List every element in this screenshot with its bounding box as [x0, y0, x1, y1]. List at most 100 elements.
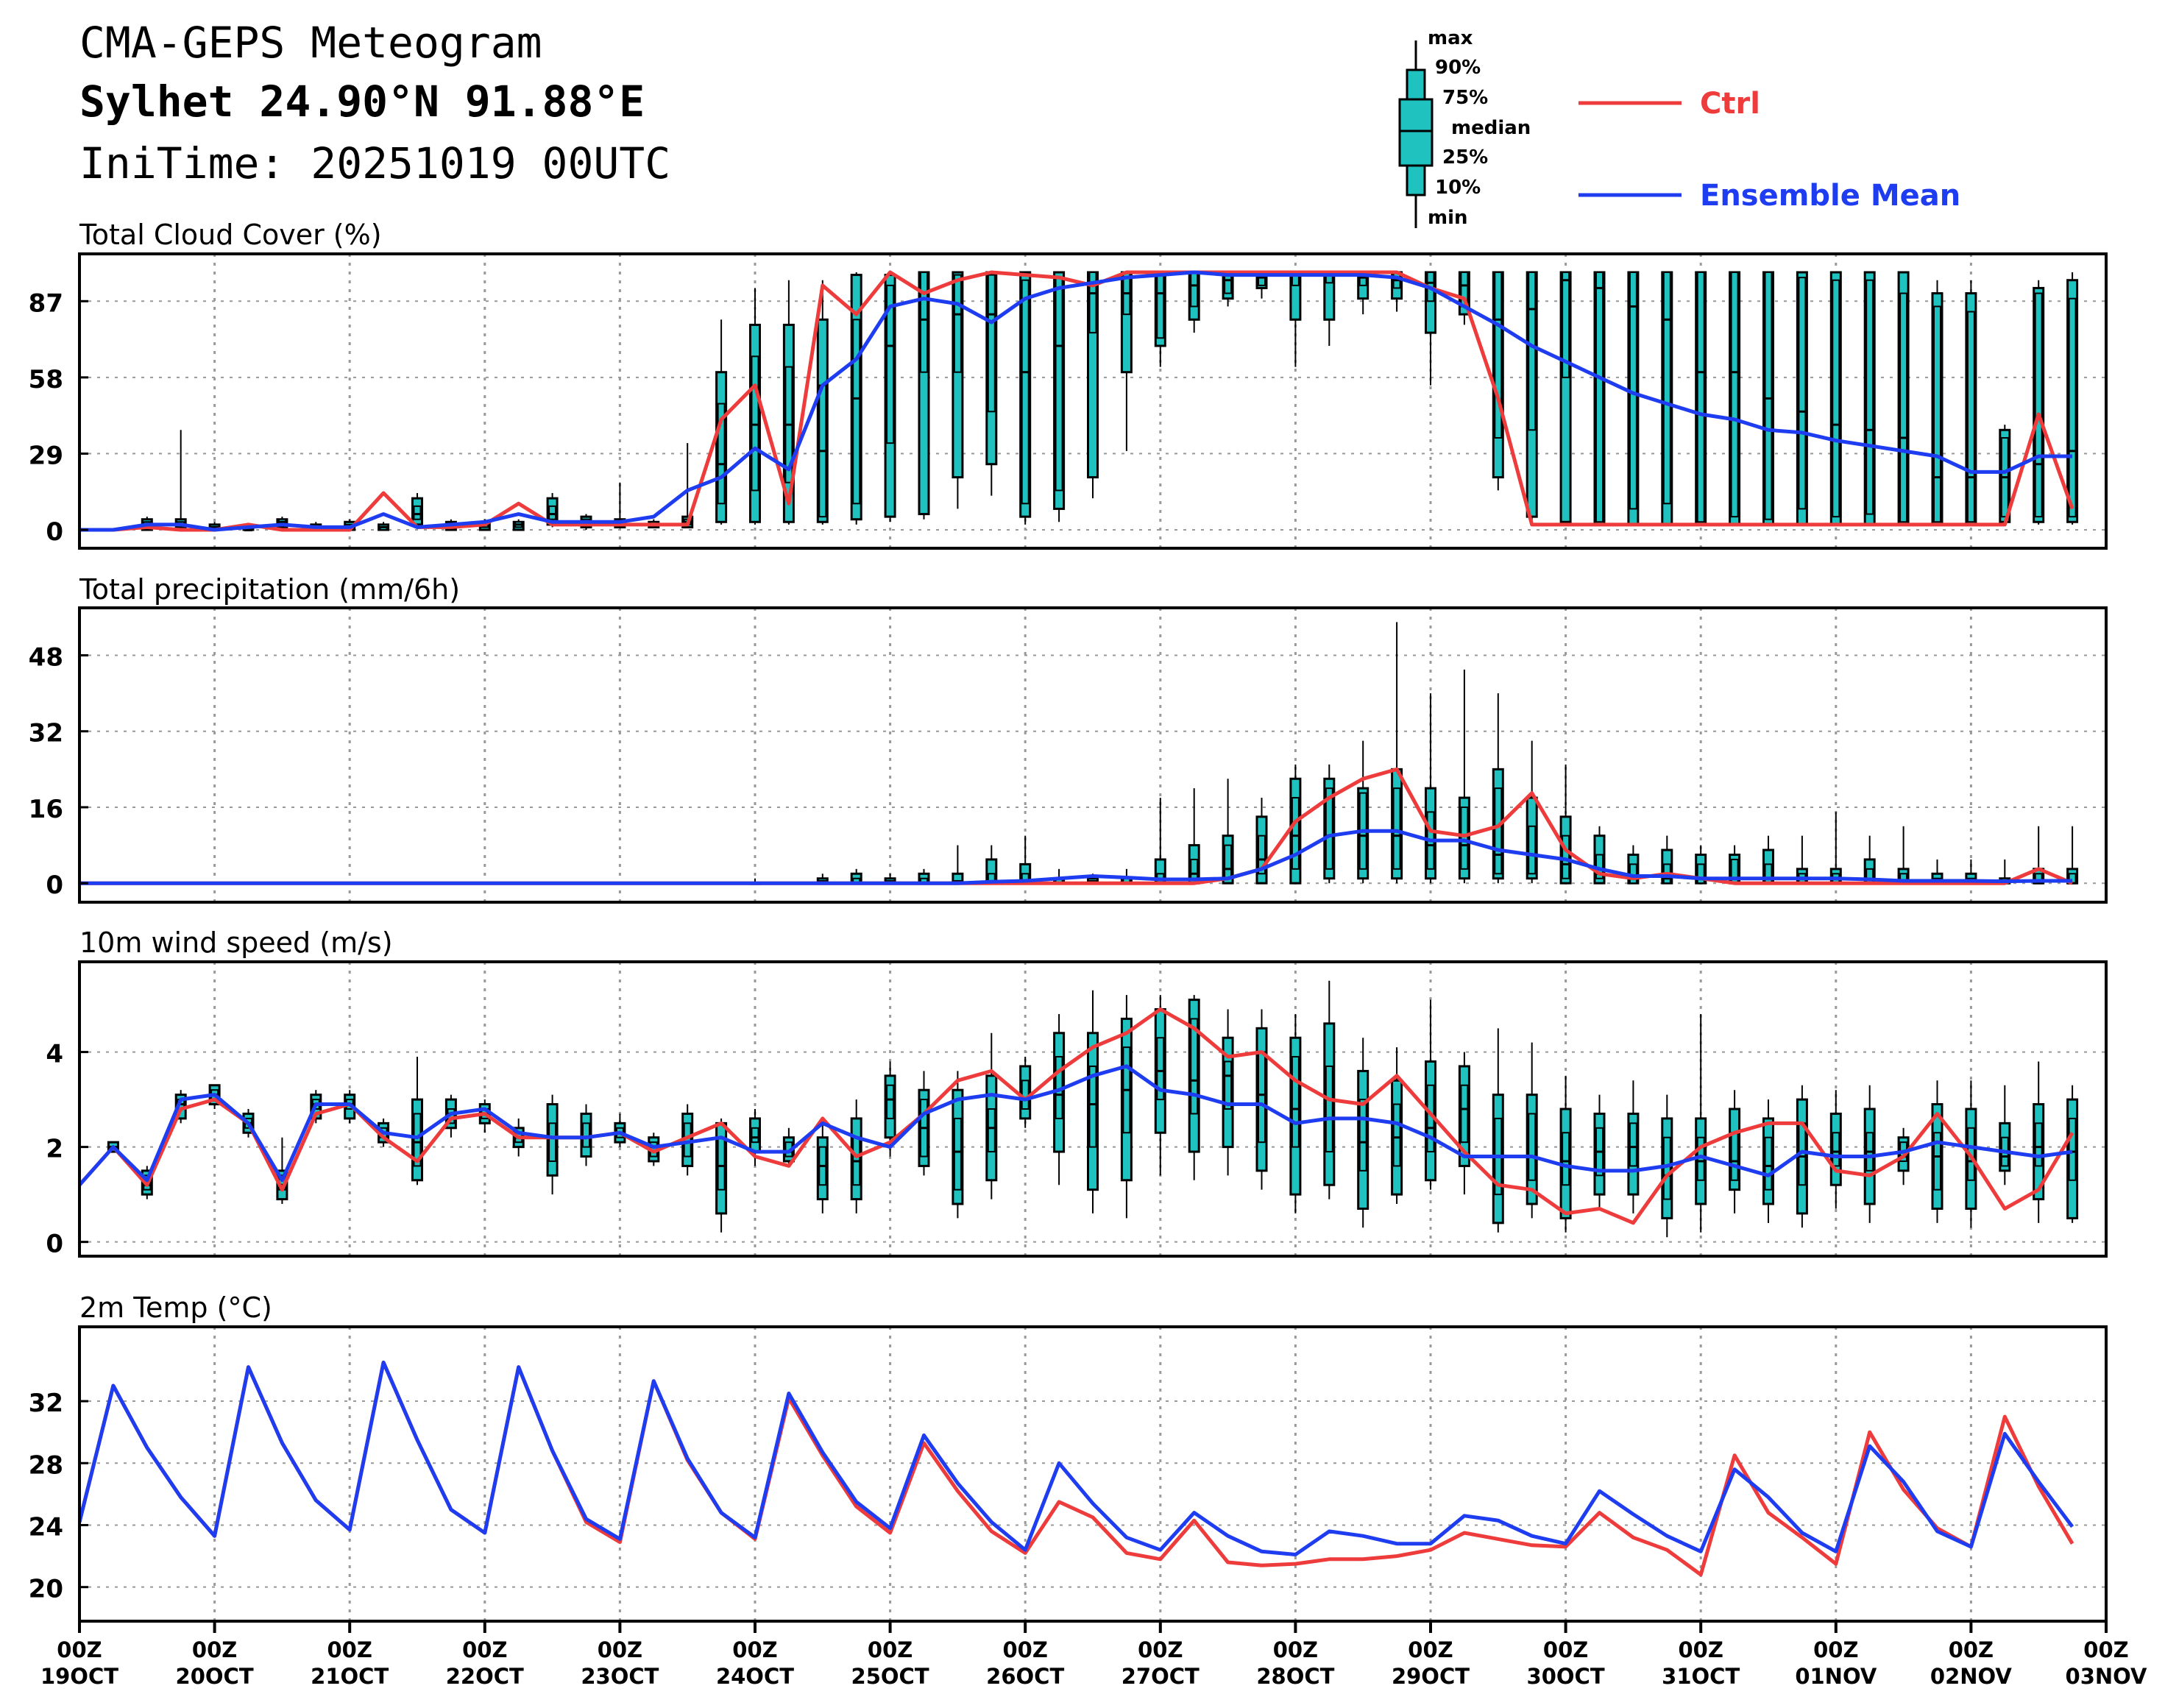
ytick-label: 4 — [46, 1040, 63, 1069]
box-25-75 — [1325, 1065, 1333, 1153]
xtick-date-label: 26OCT — [986, 1664, 1064, 1689]
init-time-label: IniTime: 20251019 00UTC — [79, 138, 671, 188]
ctrl-series-line — [79, 1007, 2074, 1225]
box-25-75 — [1696, 863, 1705, 885]
xtick-hour-label: 00Z — [868, 1637, 913, 1662]
box-25-75 — [717, 1136, 726, 1191]
box-25-75 — [1494, 787, 1503, 875]
box-25-75 — [2068, 1117, 2077, 1181]
xtick-hour-label: 00Z — [1949, 1637, 1994, 1662]
box-25-75 — [413, 1113, 422, 1167]
xtick-date-label: 27OCT — [1122, 1664, 1200, 1689]
xtick-date-label: 25OCT — [851, 1664, 929, 1689]
xtick-hour-label: 00Z — [192, 1637, 237, 1662]
box-25-75 — [1933, 305, 1941, 523]
box-25-75 — [987, 1108, 996, 1153]
ytick-label: 0 — [46, 517, 63, 547]
box-25-75 — [2068, 297, 2077, 518]
xtick-date-label: 28OCT — [1256, 1664, 1334, 1689]
box-25-75 — [1291, 797, 1300, 870]
box-25-75 — [1764, 863, 1773, 885]
box-25-75 — [1190, 272, 1199, 308]
box-25-75 — [953, 274, 962, 373]
xtick-date-label: 02NOV — [1930, 1664, 2013, 1689]
box-25-75 — [1562, 834, 1570, 879]
box-25-75 — [1190, 858, 1199, 879]
box-25-75 — [1224, 1060, 1233, 1110]
box-25-75 — [1358, 1099, 1367, 1172]
legend-label-3: median — [1451, 117, 1531, 139]
box-25-75 — [852, 319, 861, 505]
panel-title-2: 10m wind speed (m/s) — [79, 926, 393, 959]
xtick-date-label: 24OCT — [716, 1664, 794, 1689]
mean-series-line — [79, 1360, 2074, 1556]
ytick-label: 24 — [29, 1512, 63, 1542]
legend-label-4: 25% — [1442, 146, 1488, 169]
box-25-75 — [1156, 1037, 1165, 1101]
ytick-label: 0 — [46, 871, 63, 900]
box-25-75 — [1156, 272, 1165, 339]
legend-label-1: 90% — [1435, 57, 1481, 79]
box-25-75 — [1460, 806, 1469, 870]
legend-label-0: max — [1428, 27, 1473, 49]
xtick-date-label: 03NOV — [2066, 1664, 2148, 1689]
legend-label-6: min — [1428, 207, 1468, 229]
legend-ctrl-label: Ctrl — [1700, 87, 1760, 121]
box-25-75 — [1595, 272, 1604, 523]
xtick-date-label: 21OCT — [311, 1664, 389, 1689]
xtick-hour-label: 00Z — [1679, 1637, 1723, 1662]
box-25-75 — [1021, 1080, 1030, 1110]
ytick-label: 28 — [29, 1450, 63, 1480]
xtick-hour-label: 00Z — [1003, 1637, 1048, 1662]
ytick-label: 20 — [29, 1575, 63, 1604]
box-25-75 — [1562, 272, 1570, 378]
box-25-75 — [886, 284, 895, 444]
ytick-label: 48 — [29, 643, 63, 673]
xtick-hour-label: 00Z — [462, 1637, 507, 1662]
xtick-date-label: 31OCT — [1662, 1664, 1740, 1689]
box-25-75 — [1629, 1122, 1637, 1167]
box-25-75 — [548, 505, 557, 520]
xtick-date-label: 30OCT — [1527, 1664, 1605, 1689]
box-25-75 — [1088, 1065, 1097, 1148]
panel-title-3: 2m Temp (°C) — [79, 1291, 272, 1324]
panel-title-0: Total Cloud Cover (%) — [79, 219, 382, 251]
xtick-hour-label: 00Z — [1813, 1637, 1858, 1662]
xtick-date-label: 29OCT — [1392, 1664, 1470, 1689]
box-25-75 — [548, 1122, 557, 1162]
xtick-hour-label: 00Z — [1138, 1637, 1183, 1662]
box-25-75 — [1562, 1132, 1570, 1186]
ytick-label: 32 — [29, 719, 63, 748]
xtick-date-label: 01NOV — [1795, 1664, 1877, 1689]
box-25-75 — [1460, 1084, 1469, 1144]
legend-mean-label: Ensemble Mean — [1700, 179, 1960, 213]
box-25-75 — [1730, 1132, 1739, 1181]
panel-plot-3 — [79, 1327, 2106, 1621]
ytick-label: 32 — [29, 1389, 63, 1418]
legend-label-5: 10% — [1435, 177, 1481, 199]
panel-plot-1 — [79, 608, 2106, 902]
box-25-75 — [1088, 272, 1097, 334]
ytick-label: 58 — [29, 365, 63, 394]
legend-inner-box — [1398, 98, 1434, 167]
box-25-75 — [1764, 272, 1773, 520]
mean-series-line — [79, 270, 2073, 532]
box-25-75 — [1291, 1056, 1300, 1148]
chart-title: CMA-GEPS Meteogram — [79, 18, 542, 68]
box-25-75 — [1832, 279, 1840, 518]
mean-series-line — [79, 829, 2073, 885]
box-25-75 — [953, 1117, 962, 1191]
ytick-label: 29 — [29, 441, 63, 470]
xtick-date-label: 23OCT — [581, 1664, 659, 1689]
box-25-75 — [1258, 834, 1266, 875]
xtick-hour-label: 00Z — [732, 1637, 777, 1662]
xtick-date-label: 19OCT — [40, 1664, 118, 1689]
box-25-75 — [1966, 311, 1975, 523]
box-25-75 — [886, 1084, 895, 1119]
location-label: Sylhet 24.90°N 91.88°E — [79, 77, 645, 127]
panel-frame-2 — [78, 960, 2108, 1258]
ytick-label: 16 — [29, 795, 63, 824]
box-25-75 — [1832, 1132, 1840, 1167]
box-25-75 — [1696, 272, 1705, 523]
